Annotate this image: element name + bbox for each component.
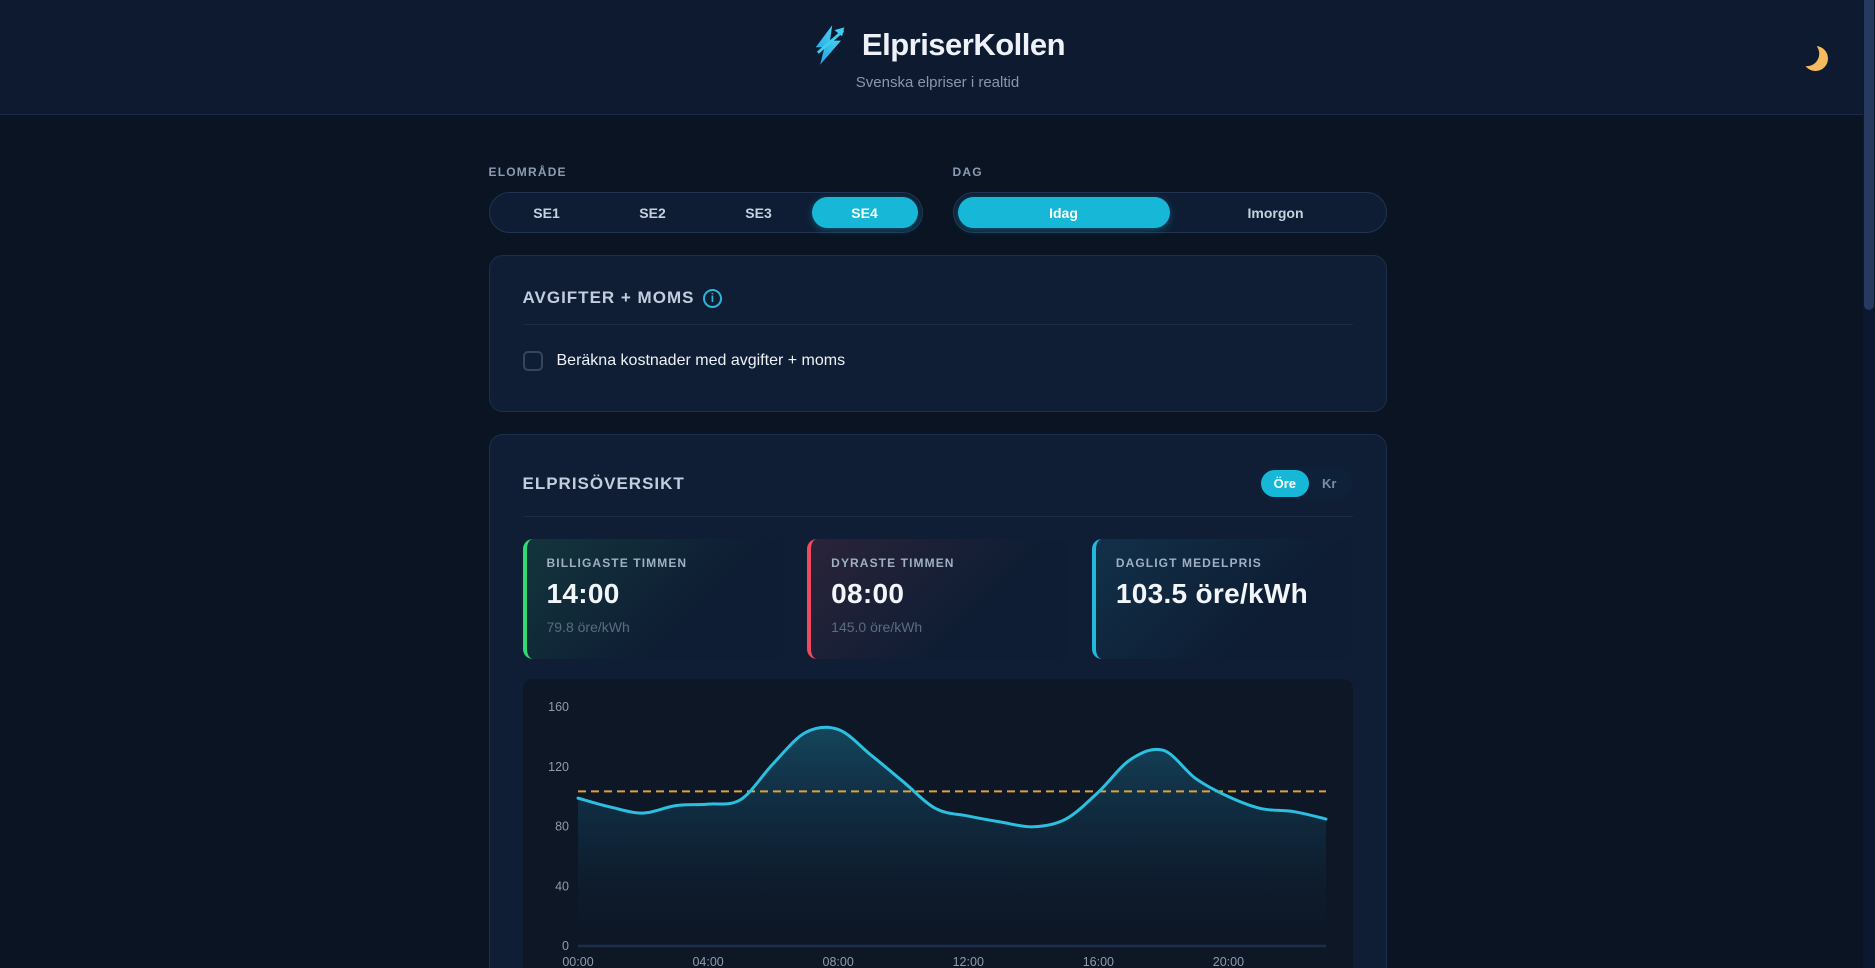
fees-checkbox[interactable]: [522, 351, 543, 371]
stat-sub-value: 79.8 öre/kWh: [546, 619, 630, 635]
scrollbar-track[interactable]: [1863, 0, 1875, 968]
stat-card-cheapest-hour: BILLIGASTE TIMMEN 14:00 79.8 öre/kWh: [522, 539, 784, 659]
day-selector-label: DAG: [952, 165, 983, 179]
scrollbar-thumb[interactable]: [1864, 0, 1874, 310]
region-selector-label: ELOMRÅDE: [488, 165, 567, 179]
stat-card-daily-average: DAGLIGT MEDELPRIS 103.5 öre/kWh: [1091, 539, 1353, 659]
region-option-se3[interactable]: SE3: [706, 197, 812, 228]
divider: [522, 324, 1353, 325]
fees-card: AVGIFTER + MOMS i Beräkna kostnader med …: [488, 255, 1387, 412]
moon-icon: [1801, 44, 1829, 72]
selector-row: ELOMRÅDE SE1 SE2 SE3 SE4 DAG Idag Imorgo…: [488, 165, 1387, 233]
fees-checkbox-label: Beräkna kostnader med avgifter + moms: [556, 352, 846, 369]
price-overview-card: ELPRISÖVERSIKT Öre Kr BILLIGASTE TIMMEN …: [488, 434, 1387, 968]
stat-value: 14:00: [546, 578, 620, 609]
logo: ElpriserKollen: [810, 23, 1066, 67]
fees-card-title: AVGIFTER + MOMS i: [523, 288, 723, 308]
stat-sub-value: 145.0 öre/kWh: [831, 619, 923, 635]
stat-value: 08:00: [831, 578, 905, 609]
theme-toggle-button[interactable]: [1795, 38, 1835, 78]
day-segmented-control: Idag Imorgon: [952, 192, 1387, 233]
price-chart-svg[interactable]: 0 40 80 120 160 00:00 04:00 08:00 12:00 16:00 20:0…: [523, 679, 1353, 968]
svg-text:160: 160: [548, 700, 569, 714]
svg-text:00:00: 00:00: [562, 955, 593, 968]
day-selector-group: DAG Idag Imorgon: [952, 165, 1387, 233]
overview-card-title: ELPRISÖVERSIKT: [522, 473, 685, 493]
unit-toggle: Öre Kr: [1257, 467, 1353, 500]
divider: [522, 516, 1353, 517]
stats-row: BILLIGASTE TIMMEN 14:00 79.8 öre/kWh DYR…: [522, 539, 1353, 659]
fees-checkbox-row[interactable]: Beräkna kostnader med avgifter + moms: [522, 351, 1353, 371]
main-content: ELOMRÅDE SE1 SE2 SE3 SE4 DAG Idag Imorgo…: [488, 115, 1387, 968]
stat-value: 103.5 öre/kWh: [1115, 578, 1309, 609]
svg-text:12:00: 12:00: [952, 955, 983, 968]
region-selector-group: ELOMRÅDE SE1 SE2 SE3 SE4: [488, 165, 923, 233]
region-option-se2[interactable]: SE2: [600, 197, 706, 228]
stat-sub-value: [1116, 619, 1333, 635]
svg-text:04:00: 04:00: [692, 955, 723, 968]
page-title: ElpriserKollen: [861, 27, 1066, 62]
page-subtitle: Svenska elpriser i realtid: [855, 74, 1020, 91]
svg-text:40: 40: [555, 879, 569, 893]
lightning-bolt-icon: [815, 25, 845, 65]
stat-label: BILLIGASTE TIMMEN: [546, 556, 688, 570]
fees-card-title-text: AVGIFTER + MOMS: [522, 288, 695, 307]
stat-label: DAGLIGT MEDELPRIS: [1115, 556, 1262, 570]
svg-text:120: 120: [548, 760, 569, 774]
region-option-se1[interactable]: SE1: [494, 197, 600, 228]
svg-text:0: 0: [562, 939, 569, 953]
info-icon[interactable]: i: [703, 288, 723, 308]
region-segmented-control: SE1 SE2 SE3 SE4: [488, 192, 923, 233]
region-option-se4[interactable]: SE4: [811, 197, 918, 228]
stat-card-most-expensive-hour: DYRASTE TIMMEN 08:00 145.0 öre/kWh: [807, 539, 1068, 659]
day-option-tomorrow[interactable]: Imorgon: [1170, 197, 1382, 228]
svg-text:20:00: 20:00: [1212, 955, 1243, 968]
svg-text:80: 80: [555, 820, 569, 834]
hourly-price-chart[interactable]: 0 40 80 120 160 00:00 04:00 08:00 12:00 16:00 20:0…: [522, 679, 1353, 968]
unit-option-ore[interactable]: Öre: [1260, 470, 1310, 497]
day-option-today[interactable]: Idag: [957, 197, 1170, 228]
stat-label: DYRASTE TIMMEN: [831, 556, 955, 570]
app-header: ElpriserKollen Svenska elpriser i realti…: [0, 0, 1875, 115]
unit-option-kr[interactable]: Kr: [1309, 470, 1349, 497]
svg-text:08:00: 08:00: [822, 955, 853, 968]
svg-text:16:00: 16:00: [1082, 955, 1113, 968]
